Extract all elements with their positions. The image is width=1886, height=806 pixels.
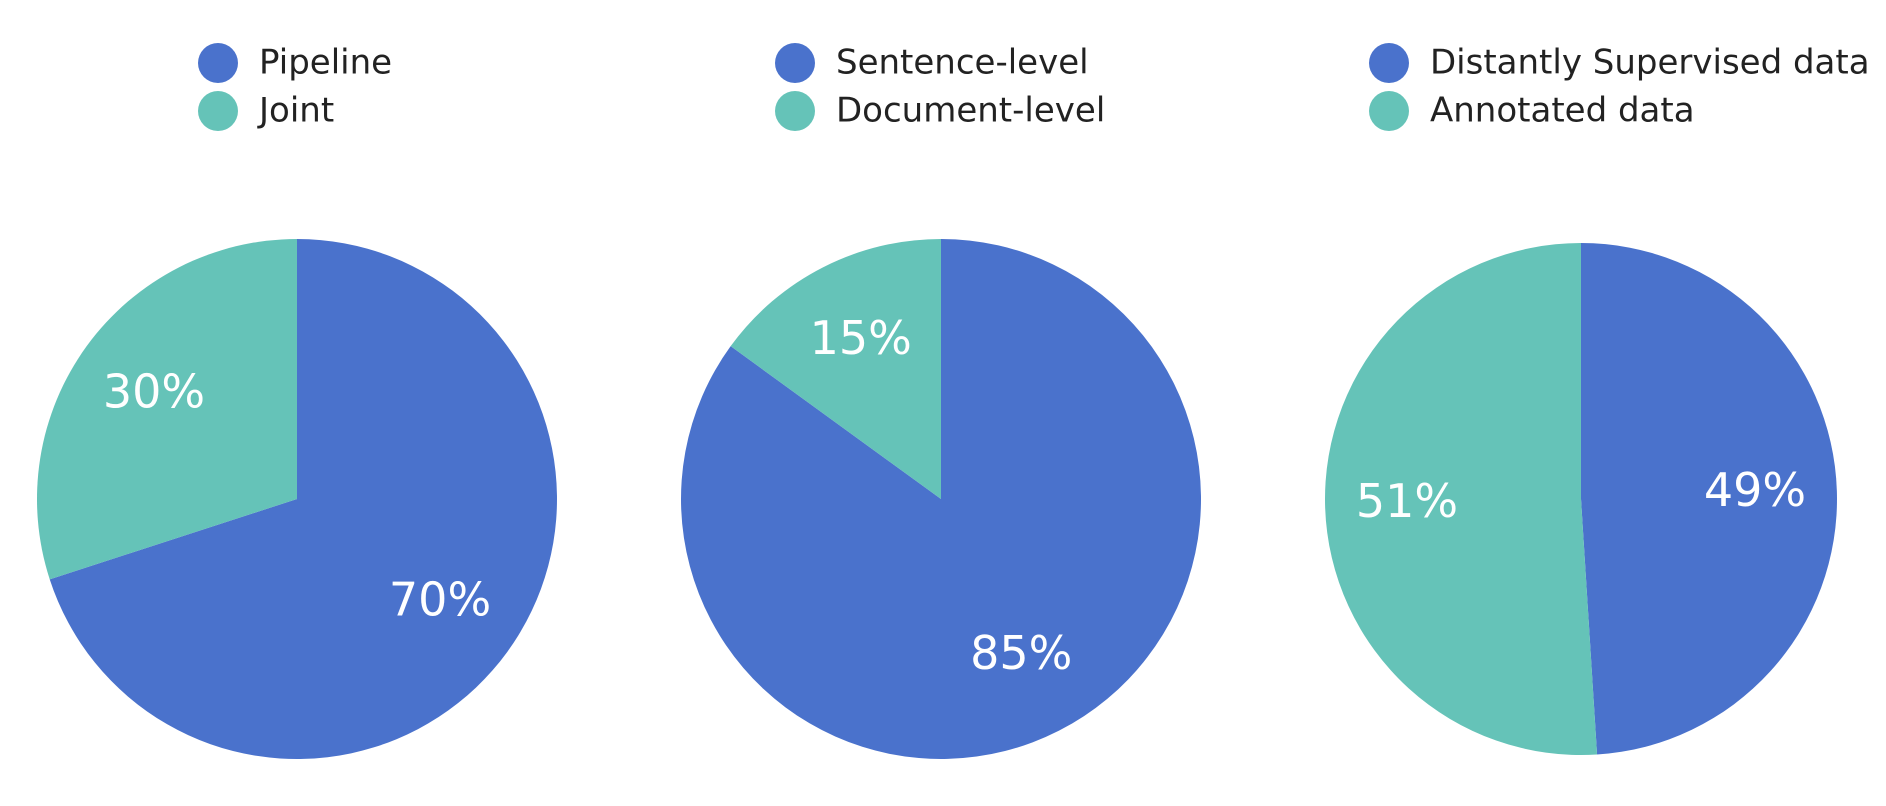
legend-swatch bbox=[1369, 43, 1409, 83]
slice-label: 15% bbox=[810, 311, 912, 365]
legend-label: Sentence-level bbox=[836, 43, 1089, 83]
legend-swatch bbox=[198, 91, 238, 131]
legend-swatch bbox=[775, 43, 815, 83]
pie-slice bbox=[49, 239, 557, 759]
slice-label: 49% bbox=[1704, 463, 1806, 517]
slice-label: 85% bbox=[970, 626, 1072, 680]
legend-label: Distantly Supervised data bbox=[1430, 43, 1870, 83]
pie-slice bbox=[36, 239, 298, 580]
legend-swatch bbox=[1369, 91, 1409, 131]
legend-swatch bbox=[198, 43, 238, 83]
pie-slice bbox=[730, 239, 941, 499]
legend-swatch bbox=[775, 91, 815, 131]
legend-label: Joint bbox=[257, 91, 334, 131]
slice-label: 30% bbox=[103, 365, 205, 419]
slice-label: 70% bbox=[389, 572, 491, 626]
pie-slice bbox=[1324, 243, 1598, 756]
slice-label: 51% bbox=[1356, 474, 1458, 528]
legend-label: Annotated data bbox=[1430, 91, 1695, 131]
legend-label: Document-level bbox=[836, 91, 1105, 131]
pie-slice bbox=[1581, 243, 1837, 755]
legend-label: Pipeline bbox=[259, 43, 392, 83]
